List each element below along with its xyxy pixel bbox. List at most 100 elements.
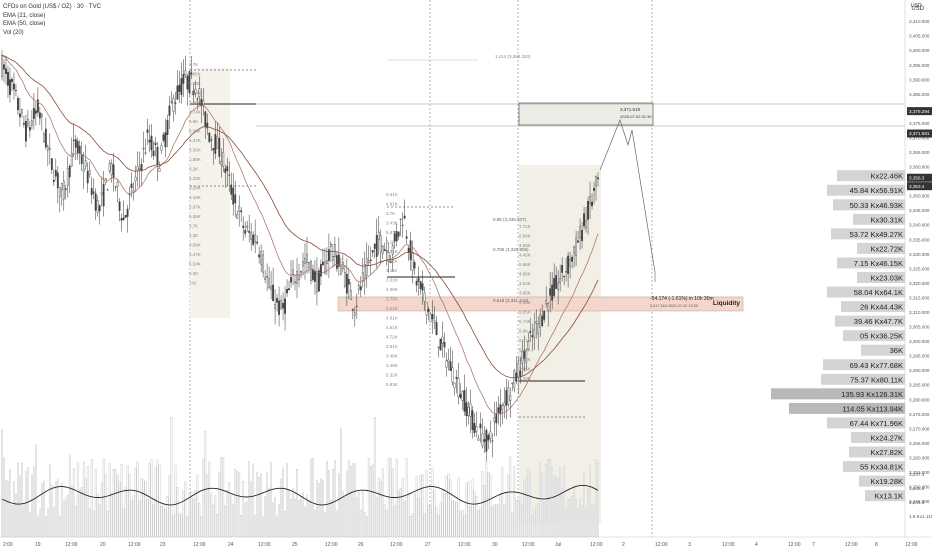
profile-bar: [823, 359, 905, 371]
candle: [128, 186, 131, 210]
volume-bar: [194, 490, 197, 538]
time-tick-label: 12:00: [722, 542, 735, 548]
candle: [549, 272, 552, 313]
volume-note-right: 5.96K: [519, 262, 531, 267]
volume-note-right: 5.31K: [519, 348, 531, 353]
candle: [262, 250, 265, 278]
profile-bar: [851, 431, 905, 443]
volume-bar: [567, 499, 569, 538]
volume-bar: [212, 504, 215, 538]
volume-bar: [182, 490, 185, 538]
candle: [188, 70, 191, 97]
volume-bar: [316, 479, 318, 538]
price-marker: [907, 182, 932, 191]
candle: [583, 206, 585, 230]
candle: [154, 137, 157, 157]
candle: [355, 293, 358, 320]
candle: [409, 231, 412, 271]
volume-note-mid: 3.41K: [386, 259, 398, 264]
volume-bar: [84, 478, 87, 538]
candle: [573, 245, 575, 268]
candle: [393, 230, 396, 249]
volume-note-right: 4.54K: [519, 281, 531, 286]
volume-bar: [497, 504, 500, 538]
volume-bar: [326, 461, 328, 538]
candle: [495, 401, 498, 437]
profile-bar: [841, 301, 905, 313]
volume-bar: [377, 477, 380, 538]
volume-bar: [439, 502, 442, 538]
candle: [521, 339, 524, 376]
volume-bar: [539, 462, 542, 538]
candle: [60, 182, 63, 206]
projection-detail-label: 3,317.344 2025-07-02 12:00: [650, 304, 698, 308]
volume-bar: [529, 470, 532, 538]
candle: [443, 332, 446, 358]
volume-bar: [437, 515, 440, 538]
volume-bar: [367, 458, 370, 538]
price-tick-label: 3,315.000: [909, 295, 930, 300]
volume-bar: [170, 417, 173, 538]
volume-note-mid: 3.1K: [386, 240, 395, 245]
candle: [284, 286, 286, 331]
volume-bar: [537, 502, 540, 538]
volume-bar: [146, 499, 149, 538]
candle: [15, 83, 17, 97]
volume-bar: [557, 478, 560, 538]
volume-bar: [60, 483, 63, 538]
volume-note-right: 6.18K: [519, 300, 531, 305]
liquidity-label: Liquidity: [713, 300, 740, 307]
volume-bar: [252, 463, 255, 538]
volume-bar: [282, 467, 284, 538]
candle: [218, 126, 221, 164]
volume-bar: [519, 497, 522, 538]
candle: [369, 246, 372, 274]
currency-button[interactable]: USD: [911, 6, 924, 12]
volume-bar: [294, 498, 296, 538]
ema50-legend[interactable]: EMA (50, close): [3, 21, 46, 27]
time-tick-label: 12:00: [65, 542, 78, 548]
volume-bar: [591, 503, 593, 538]
volume-bar: [272, 502, 274, 538]
volume-bar: [290, 498, 292, 538]
volume-bar: [471, 479, 474, 538]
candle: [559, 264, 562, 292]
time-tick-label: 23: [160, 542, 166, 548]
profile-bar: [865, 490, 905, 502]
volume-bar: [349, 466, 352, 538]
candle: [505, 378, 508, 420]
candle: [377, 216, 380, 256]
time-tick-label: 26: [358, 542, 364, 548]
candle: [134, 165, 137, 192]
symbol-title[interactable]: CFDs on Gold (US$ / OZ) · 30 · TVC: [3, 4, 101, 10]
candle: [387, 242, 390, 273]
candle: [122, 200, 125, 221]
candle: [164, 118, 167, 158]
volume-bar: [559, 467, 562, 538]
profile-label: 58.04 Kx64.1K: [854, 288, 903, 297]
candle: [140, 158, 143, 187]
candle: [399, 218, 402, 237]
candle: [74, 135, 77, 161]
price-tick-label: 3,385.000: [909, 92, 930, 97]
candle: [150, 123, 153, 158]
volume-bar: [33, 466, 35, 538]
volume-bar: [298, 500, 300, 538]
candle: [182, 59, 185, 98]
volume-profile: Kx22.46K 45.84 Kx56.91K 50.33 Kx46.93K Kx30…: [771, 170, 905, 502]
volume-note-mid: 3.48K: [386, 363, 398, 368]
volume-bar: [523, 481, 526, 538]
candle: [96, 195, 99, 217]
volume-bar: [132, 495, 135, 538]
ema21-legend[interactable]: EMA (21, close): [3, 12, 46, 19]
volume-bar: [324, 511, 326, 538]
volume-bar: [465, 482, 468, 538]
volume-bar: [369, 466, 372, 538]
volume-bar: [80, 487, 83, 538]
volume-bar: [555, 476, 558, 538]
profile-label: 7.15 Kx46.15K: [854, 259, 903, 268]
volume-legend[interactable]: Vol (20): [3, 29, 24, 36]
volume-bar: [306, 495, 308, 538]
